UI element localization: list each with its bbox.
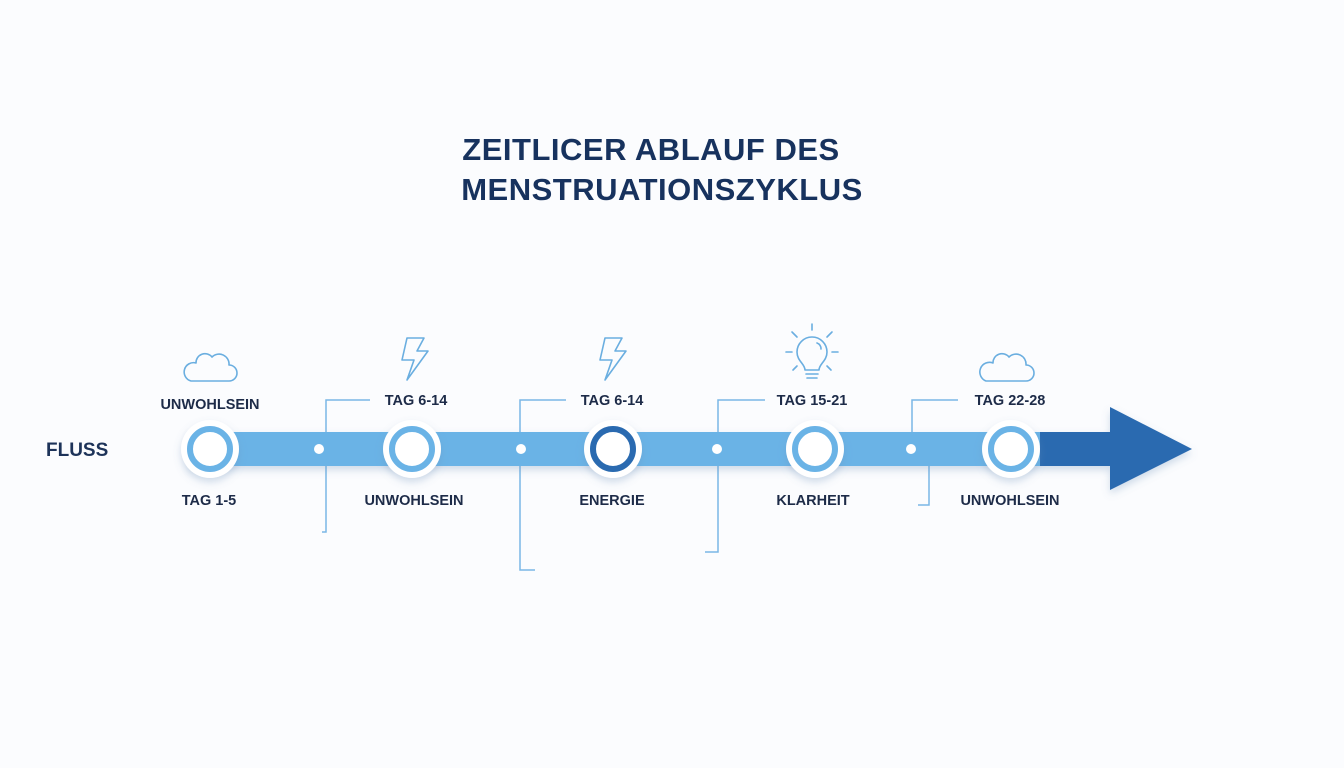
lightbulb-icon bbox=[785, 323, 839, 379]
stage-ring bbox=[988, 426, 1034, 472]
axis-label-fluss: FLUSS bbox=[46, 440, 108, 461]
title-line-2: MENSTRUATIONSZYKLUS bbox=[461, 172, 863, 207]
stage-node-4 bbox=[786, 420, 844, 478]
stage-node-2 bbox=[383, 420, 441, 478]
lightning-icon bbox=[401, 337, 429, 381]
lightning-icon bbox=[599, 337, 627, 381]
cloud-icon bbox=[183, 352, 238, 382]
stage-ring bbox=[590, 426, 636, 472]
stage-node-1 bbox=[181, 420, 239, 478]
cloud-icon bbox=[979, 352, 1035, 382]
title-line-1: ZEITLICER ABLAUF DES bbox=[462, 132, 839, 167]
stage-node-3 bbox=[584, 420, 642, 478]
stage-1-bottom-label: TAG 1-5 bbox=[182, 493, 237, 509]
connector-line-3 bbox=[705, 399, 765, 553]
stage-5-bottom-label: UNWOHLSEIN bbox=[960, 493, 1059, 509]
stage-3-bottom-label: ENERGIE bbox=[579, 493, 645, 509]
connector-line-2 bbox=[519, 399, 566, 571]
timeline-arrow bbox=[1040, 407, 1192, 490]
stage-2-top-label: TAG 6-14 bbox=[385, 393, 448, 409]
stage-4-bottom-label: KLARHEIT bbox=[776, 493, 849, 509]
timeline-dot bbox=[314, 444, 324, 454]
stage-3-top-label: TAG 6-14 bbox=[581, 393, 644, 409]
stage-5-top-label: TAG 22-28 bbox=[975, 393, 1046, 409]
stage-ring bbox=[187, 426, 233, 472]
stage-ring bbox=[792, 426, 838, 472]
timeline-dot bbox=[906, 444, 916, 454]
stage-4-top-label: TAG 15-21 bbox=[777, 393, 848, 409]
stage-ring bbox=[389, 426, 435, 472]
timeline-dot bbox=[712, 444, 722, 454]
timeline-dot bbox=[516, 444, 526, 454]
stage-1-top-label: UNWOHLSEIN bbox=[160, 397, 259, 413]
stage-node-5 bbox=[982, 420, 1040, 478]
stage-2-bottom-label: UNWOHLSEIN bbox=[364, 493, 463, 509]
connector-line-4 bbox=[911, 399, 958, 506]
